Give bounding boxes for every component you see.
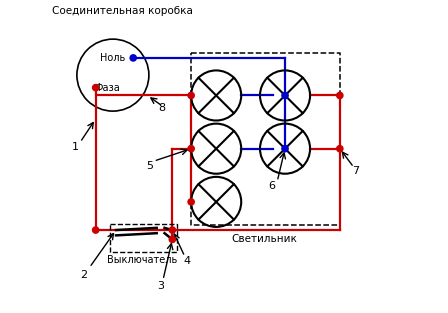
Circle shape (337, 146, 343, 152)
Circle shape (282, 146, 288, 152)
Text: 8: 8 (158, 103, 165, 113)
Text: 7: 7 (352, 166, 359, 176)
Text: Выключатель: Выключатель (108, 255, 178, 265)
Circle shape (188, 146, 194, 152)
Text: 4: 4 (183, 256, 190, 266)
Circle shape (188, 92, 194, 99)
Text: Светильник: Светильник (232, 234, 297, 244)
Text: Ноль: Ноль (100, 53, 125, 63)
Text: Соединительная коробка: Соединительная коробка (52, 6, 193, 16)
Text: 5: 5 (146, 161, 153, 171)
Text: 3: 3 (157, 281, 164, 291)
Circle shape (169, 236, 176, 243)
Circle shape (130, 55, 136, 61)
Circle shape (169, 227, 176, 233)
Circle shape (93, 85, 99, 91)
Circle shape (282, 92, 288, 99)
Circle shape (337, 92, 343, 99)
Circle shape (188, 199, 194, 205)
Circle shape (93, 227, 99, 233)
Text: Фаза: Фаза (95, 83, 121, 93)
Text: 2: 2 (80, 270, 87, 280)
Text: 6: 6 (268, 181, 275, 191)
Text: 1: 1 (72, 142, 79, 152)
